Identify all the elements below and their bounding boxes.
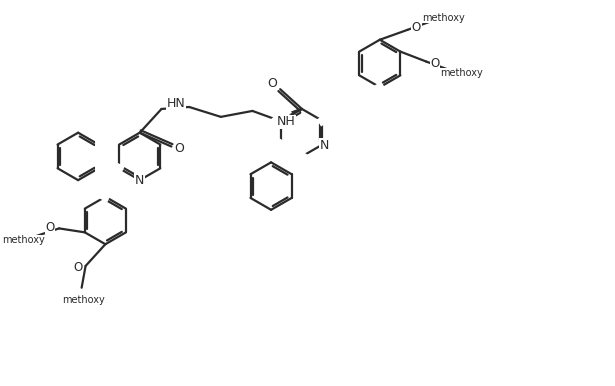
Text: methoxy: methoxy xyxy=(440,68,483,78)
Text: N: N xyxy=(135,174,145,187)
Text: O: O xyxy=(430,57,440,70)
Text: methoxy: methoxy xyxy=(62,295,105,305)
Text: O: O xyxy=(412,21,421,34)
Text: O: O xyxy=(73,261,82,274)
Text: O: O xyxy=(46,221,55,234)
Text: O: O xyxy=(175,142,184,155)
Text: HN: HN xyxy=(167,96,186,110)
Text: methoxy: methoxy xyxy=(422,13,464,23)
Text: methoxy: methoxy xyxy=(2,235,45,245)
Text: N: N xyxy=(320,139,329,152)
Text: O: O xyxy=(268,77,277,90)
Text: NH: NH xyxy=(277,115,295,128)
